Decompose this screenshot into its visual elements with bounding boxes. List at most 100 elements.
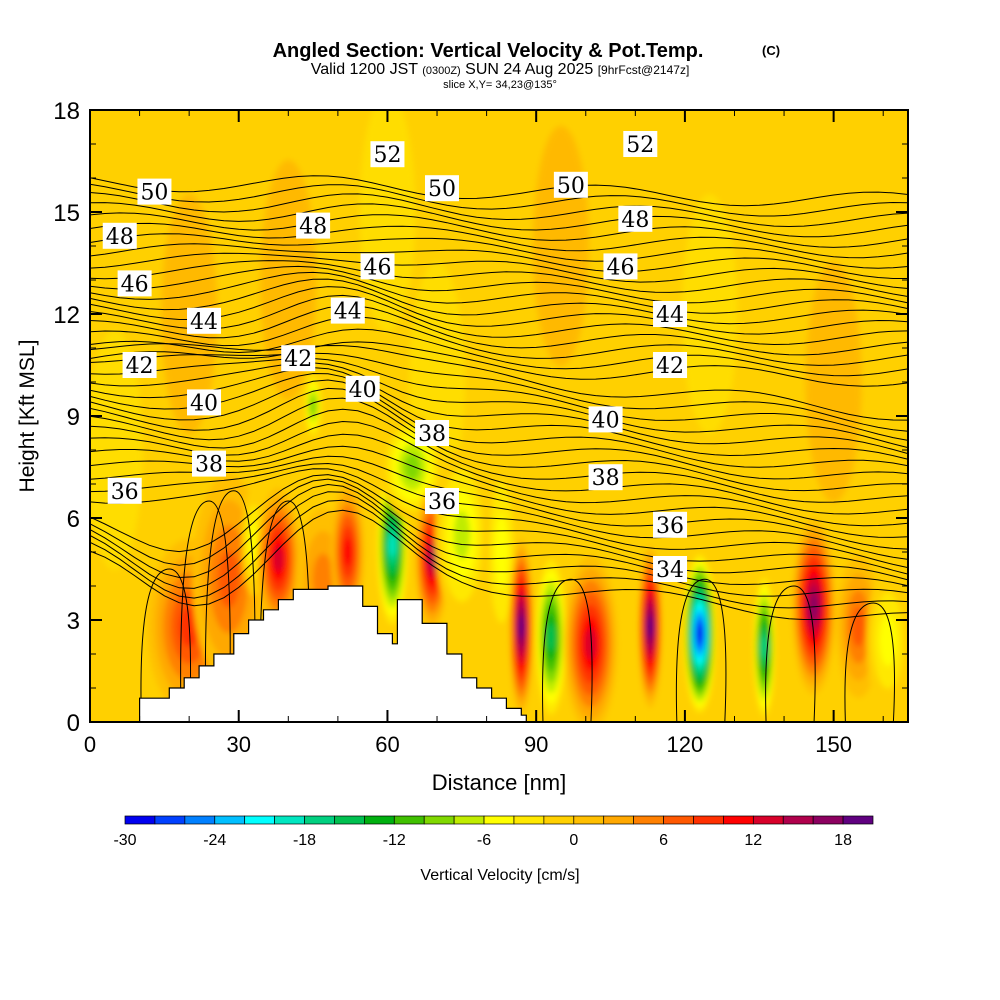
colorbar: -30 -24 -18 -12 -6 0 6 12 18 xyxy=(113,815,874,849)
colorbar-swatch xyxy=(693,815,724,825)
contour-label: 36 xyxy=(424,488,459,515)
contour-label: 38 xyxy=(191,450,226,478)
x-tick-label: 90 xyxy=(524,732,548,757)
background-streak xyxy=(681,194,738,434)
velocity-cell xyxy=(647,615,654,638)
colorbar-swatch xyxy=(124,815,156,825)
vertical-velocity-field xyxy=(147,368,908,722)
contour-line xyxy=(90,286,908,335)
colorbar-swatch xyxy=(453,815,485,825)
contour-label-text: 52 xyxy=(626,133,654,158)
colorbar-swatch xyxy=(304,815,335,825)
colorbar-swatch xyxy=(752,815,784,825)
colorbar-swatch xyxy=(244,815,275,825)
contour-line xyxy=(90,491,908,597)
contour-label-text: 42 xyxy=(284,347,312,372)
velocity-cell xyxy=(547,623,555,651)
contour-line xyxy=(90,387,908,480)
colorbar-tick-label: -6 xyxy=(477,832,491,849)
contour-label: 50 xyxy=(137,178,172,206)
contour-label-text: 46 xyxy=(364,255,392,280)
contour-line xyxy=(90,260,908,297)
contour-label: 48 xyxy=(102,222,137,250)
contour-line xyxy=(90,233,908,269)
colorbar-tick-label: -18 xyxy=(293,832,316,849)
contour-line xyxy=(90,445,908,538)
velocity-cell xyxy=(761,635,768,659)
x-tick-label: 120 xyxy=(667,732,704,757)
x-tick-label: 0 xyxy=(84,732,96,757)
contour-label: 42 xyxy=(122,352,157,379)
contour-label: 52 xyxy=(623,131,658,158)
colorbar-tick-label: 6 xyxy=(659,832,668,849)
contour-label-text: 38 xyxy=(592,466,620,491)
x-tick-label: 30 xyxy=(226,732,250,757)
contour-line xyxy=(90,212,908,248)
contour-line xyxy=(90,397,908,492)
colorbar-swatch xyxy=(483,815,515,825)
contour-line xyxy=(90,222,908,259)
contour-label: 36 xyxy=(653,511,688,539)
velocity-cell xyxy=(518,615,525,639)
contour-line xyxy=(90,362,908,449)
colorbar-swatch xyxy=(603,815,634,825)
contour-line xyxy=(90,278,908,325)
x-axis-label: Distance [nm] xyxy=(432,770,567,795)
colorbar-swatch xyxy=(842,815,874,825)
velocity-cell xyxy=(343,537,353,567)
contour-arc xyxy=(542,578,593,722)
contour-line xyxy=(90,372,908,460)
contour-label-text: 36 xyxy=(111,480,139,505)
colorbar-swatch xyxy=(184,815,216,825)
title-units: (C) xyxy=(762,43,780,58)
colorbar-swatch xyxy=(543,815,575,825)
contour-label: 46 xyxy=(360,253,395,280)
x-tick-label: 60 xyxy=(375,732,399,757)
y-tick-label: 3 xyxy=(67,608,80,635)
contour-arc xyxy=(140,568,192,722)
contour-arc xyxy=(675,578,727,722)
contour-label: 38 xyxy=(415,420,450,447)
contour-line xyxy=(90,483,908,587)
contour-label: 44 xyxy=(330,297,365,325)
contour-arc xyxy=(765,585,816,722)
subtitle-utc: (0300Z) xyxy=(422,65,461,77)
contour-label-text: 38 xyxy=(418,422,446,447)
contour-line xyxy=(90,352,908,432)
contour-label-text: 50 xyxy=(557,174,585,199)
contour-label-text: 44 xyxy=(656,303,684,328)
contour-label: 34 xyxy=(653,556,688,583)
velocity-cell xyxy=(879,614,897,667)
contour-line xyxy=(90,183,908,217)
subtitle-forecast: [9hrFcst@2147z] xyxy=(598,63,690,77)
contour-label-text: 46 xyxy=(606,255,634,280)
velocity-cell xyxy=(388,533,396,557)
background-streak xyxy=(532,126,589,366)
colorbar-swatch xyxy=(423,815,455,825)
contour-label-text: 36 xyxy=(656,514,684,539)
colorbar-swatch xyxy=(782,815,814,825)
colorbar-tick-label: -24 xyxy=(203,832,226,849)
contour-label-text: 38 xyxy=(195,453,223,478)
contour-label: 50 xyxy=(424,175,459,202)
contour-label-text: 36 xyxy=(428,490,456,515)
colorbar-tick-label: -30 xyxy=(113,832,136,849)
contour-label: 48 xyxy=(296,212,331,240)
colorbar-tick-label: 18 xyxy=(834,832,852,849)
velocity-cell xyxy=(453,510,471,560)
contour-line xyxy=(90,328,908,377)
contour-label: 38 xyxy=(588,464,623,491)
contour-line xyxy=(90,202,908,238)
contour-line xyxy=(90,316,908,366)
velocity-cell xyxy=(494,515,509,589)
colorbar-tick-label: 12 xyxy=(744,832,762,849)
contour-line xyxy=(90,252,908,289)
x-tick-label: 150 xyxy=(815,732,852,757)
contour-line xyxy=(90,358,908,441)
velocity-cell xyxy=(585,628,597,659)
contour-label-text: 52 xyxy=(373,143,401,168)
contour-label-text: 48 xyxy=(299,215,327,240)
contour-line xyxy=(90,367,908,455)
